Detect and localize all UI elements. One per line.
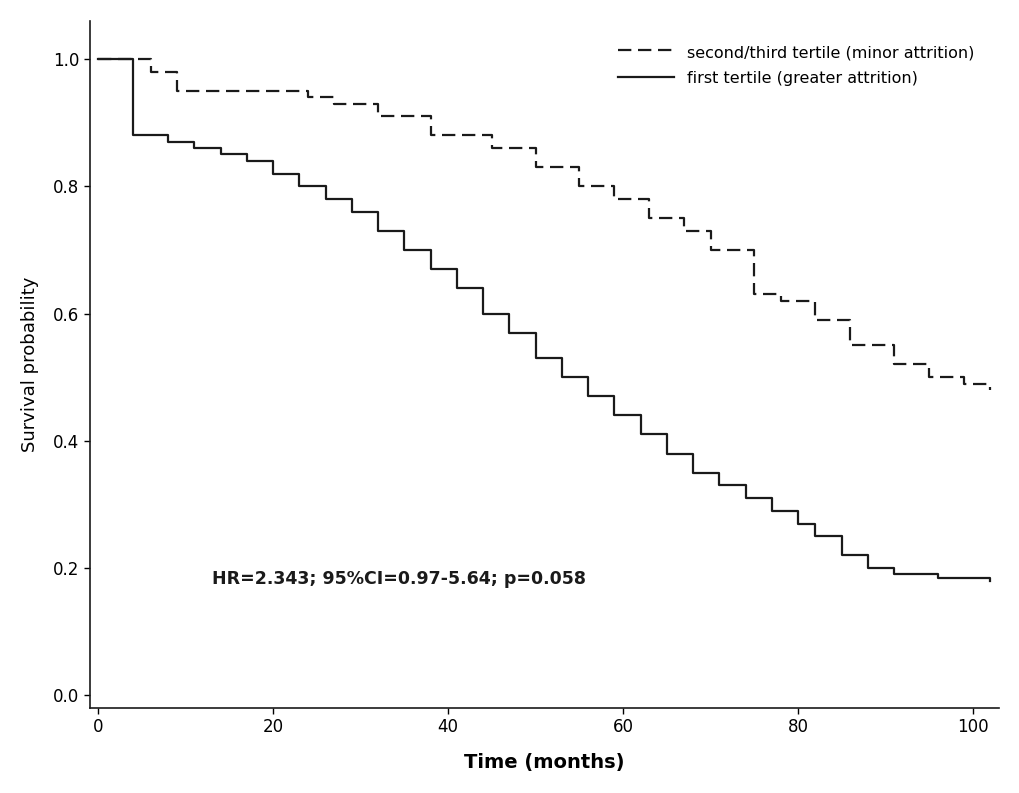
X-axis label: Time (months): Time (months) (464, 753, 624, 772)
Legend: second/third tertile (minor attrition), first tertile (greater attrition): second/third tertile (minor attrition), … (609, 36, 981, 94)
Text: HR=2.343; 95%CI=0.97-5.64; p=0.058: HR=2.343; 95%CI=0.97-5.64; p=0.058 (212, 570, 585, 588)
Y-axis label: Survival probability: Survival probability (20, 277, 39, 452)
